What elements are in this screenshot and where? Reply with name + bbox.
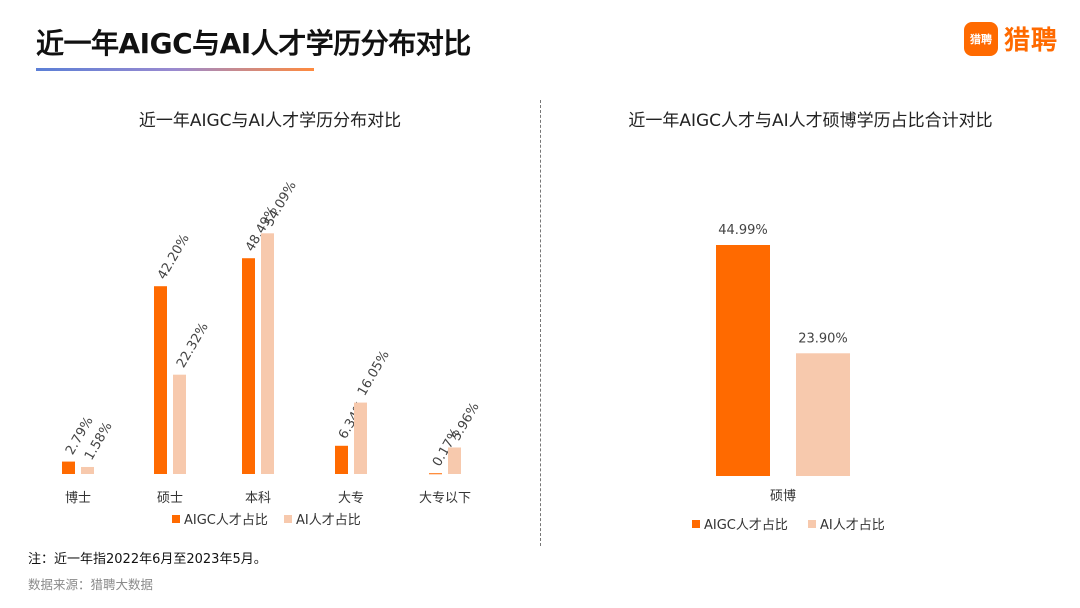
page-title: 近一年AIGC与AI人才学历分布对比 <box>36 27 471 60</box>
brand-name: 猎聘 <box>1003 26 1058 56</box>
left-chart: 2.79%1.58%博士42.20%22.32%硕士48.49%54.09%本科… <box>62 179 483 528</box>
bar-aigc-0 <box>62 461 75 474</box>
legend-swatch-1 <box>284 515 292 523</box>
bar-aigc-0 <box>716 245 770 476</box>
right-chart: 44.99% 23.90% 硕博 AIGC人才占比 AI人才占比 <box>692 223 885 533</box>
legend-label-1: AI人才占比 <box>820 518 885 533</box>
x-tick-label-0: 博士 <box>65 491 91 506</box>
legend-label-0: AIGC人才占比 <box>704 518 788 533</box>
brand-logo-icon: 猎聘 <box>963 21 998 56</box>
bar-aigc-3 <box>335 445 348 474</box>
bar-aigc-4 <box>429 473 442 475</box>
bar-ai-1 <box>173 374 186 474</box>
brand-logo: 猎聘 猎聘 <box>963 20 1058 57</box>
data-source: 数据来源：猎聘大数据 <box>28 577 154 592</box>
legend-swatch-1 <box>808 520 816 528</box>
legend-label-0: AIGC人才占比 <box>184 513 268 528</box>
bar-ai-2 <box>261 233 274 474</box>
bar-ai-4 <box>448 447 461 474</box>
bar-aigc-1 <box>154 286 167 474</box>
right-chart-title: 近一年AIGC人才与AI人才硕博学历占比合计对比 <box>628 111 993 131</box>
x-tick-label-0: 硕博 <box>770 489 796 504</box>
legend-swatch-0 <box>692 520 700 528</box>
left-chart-title: 近一年AIGC与AI人才学历分布对比 <box>138 111 402 131</box>
bar-ai-0 <box>81 466 94 474</box>
bar-aigc-2 <box>242 258 255 474</box>
x-tick-label-4: 大专以下 <box>419 491 471 506</box>
footnote: 注：近一年指2022年6月至2023年5月。 <box>28 552 267 567</box>
bar-ai-0 <box>796 353 850 476</box>
x-tick-label-1: 硕士 <box>157 491 183 506</box>
legend-swatch-0 <box>172 515 180 523</box>
title-underline <box>36 68 314 71</box>
x-tick-label-2: 本科 <box>245 491 271 506</box>
chart-divider <box>540 100 541 546</box>
bar-ai-3 <box>354 402 367 474</box>
data-label-aigc-0: 44.99% <box>718 223 768 238</box>
legend-label-1: AI人才占比 <box>296 513 361 528</box>
data-label-ai-0: 23.90% <box>798 331 848 346</box>
x-tick-label-3: 大专 <box>338 491 364 506</box>
